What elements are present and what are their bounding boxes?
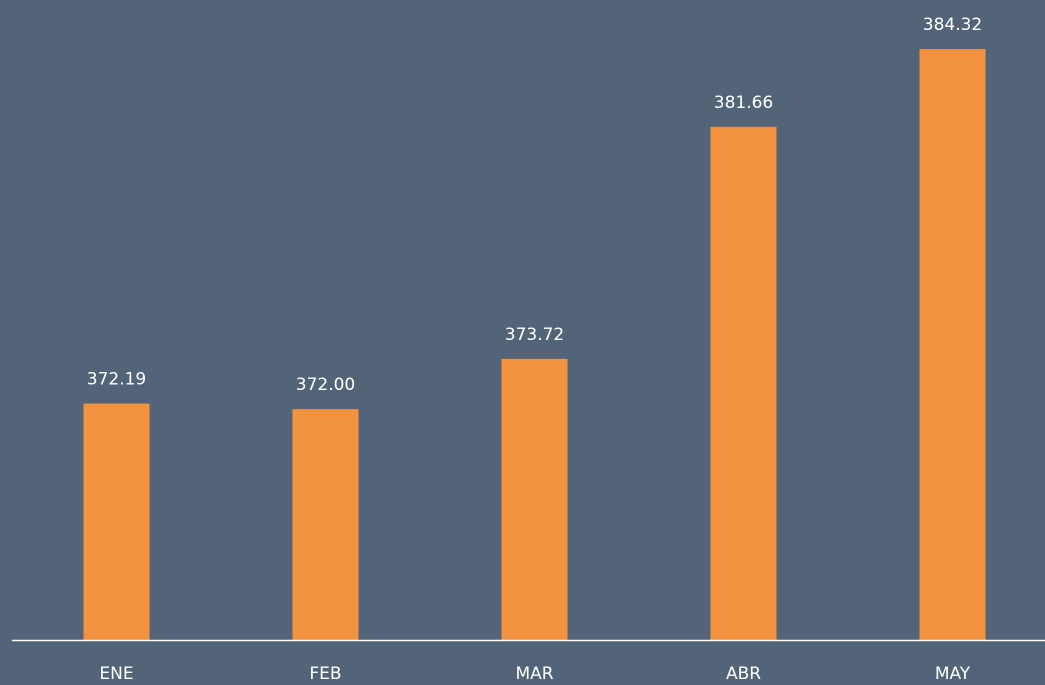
value-label: 381.66 xyxy=(714,93,773,113)
value-label: 384.32 xyxy=(923,15,982,35)
x-tick-label: MAY xyxy=(935,664,971,684)
bar xyxy=(501,358,568,640)
x-tick-label: MAR xyxy=(515,664,553,684)
value-label: 373.72 xyxy=(505,325,564,345)
value-label: 372.19 xyxy=(87,370,146,390)
bar xyxy=(292,409,359,640)
x-tick-label: ABR xyxy=(726,664,761,684)
x-tick-label: ENE xyxy=(99,664,133,684)
bar xyxy=(919,49,986,641)
x-tick-label: FEB xyxy=(309,664,341,684)
value-label: 372.00 xyxy=(296,375,355,395)
bar xyxy=(83,403,150,640)
bar xyxy=(710,126,777,640)
